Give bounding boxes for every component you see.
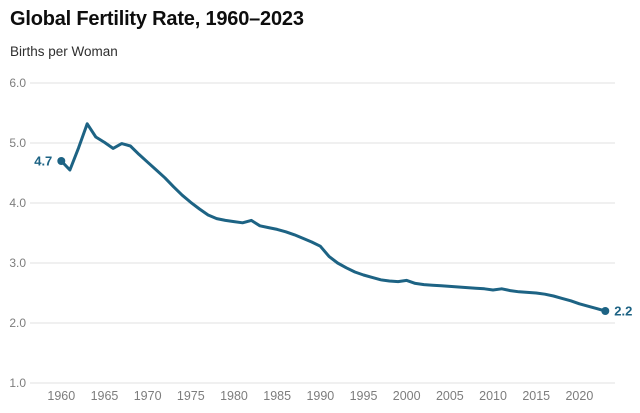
x-tick-label: 1975 bbox=[177, 389, 205, 403]
y-tick-label: 2.0 bbox=[9, 316, 26, 330]
x-tick-label: 1980 bbox=[220, 389, 248, 403]
y-tick-label: 1.0 bbox=[9, 376, 26, 390]
x-tick-label: 2020 bbox=[565, 389, 593, 403]
chart-title: Global Fertility Rate, 1960–2023 bbox=[10, 8, 304, 30]
y-tick-label: 3.0 bbox=[9, 256, 26, 270]
y-tick-label: 4.0 bbox=[9, 196, 26, 210]
y-tick-label: 5.0 bbox=[9, 136, 26, 150]
fertility-line bbox=[59, 122, 607, 313]
start-value-label: 4.7 bbox=[34, 154, 52, 169]
x-tick-label: 1990 bbox=[306, 389, 334, 403]
x-tick-label: 1995 bbox=[350, 389, 378, 403]
end-value-label: 2.2 bbox=[614, 304, 632, 319]
x-tick-label: 2015 bbox=[522, 389, 550, 403]
x-tick-label: 2000 bbox=[393, 389, 421, 403]
x-tick-label: 1965 bbox=[91, 389, 119, 403]
chart-subtitle: Births per Woman bbox=[10, 44, 118, 59]
y-tick-label: 6.0 bbox=[9, 76, 26, 90]
x-tick-label: 2010 bbox=[479, 389, 507, 403]
x-tick-label: 1960 bbox=[47, 389, 75, 403]
x-tick-label: 2005 bbox=[436, 389, 464, 403]
x-tick-label: 1985 bbox=[263, 389, 291, 403]
start-point-marker bbox=[57, 157, 66, 165]
x-tick-label: 1970 bbox=[134, 389, 162, 403]
end-point-marker bbox=[601, 307, 610, 315]
